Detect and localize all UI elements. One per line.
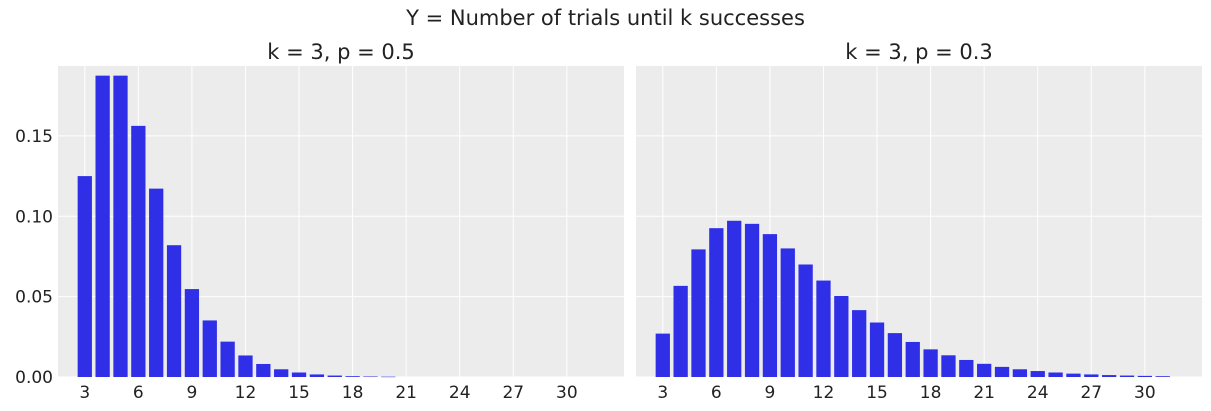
bar [941,355,956,377]
x-tick-label: 24 [449,383,471,403]
bar [1048,372,1063,377]
bar [780,248,795,377]
y-tick-label: 0.15 [15,127,53,147]
x-tick-label: 6 [133,383,144,403]
panel-title: k = 3, p = 0.3 [845,40,993,64]
y-tick-label: 0.10 [15,207,53,227]
y-tick-label: 0.05 [15,288,53,308]
x-tick-label: 12 [235,383,257,403]
x-tick-label: 27 [502,383,524,403]
bar [1137,375,1153,377]
x-tick-label: 15 [288,383,310,403]
x-tick-label: 6 [711,383,722,403]
bar [798,264,813,377]
bar [202,320,217,377]
y-tick-label: 0.00 [15,368,53,388]
bar [238,355,253,377]
bar [327,375,342,377]
bar [923,349,938,377]
figure-title: Y = Number of trials until k successes [406,6,805,30]
panel-2: 3 6 9 12 15 18 21 24 27 30 k = 3, p = 0.3 [636,40,1202,403]
bar [1012,369,1028,377]
bar [977,363,992,377]
bar [1066,373,1081,377]
bar [274,369,289,377]
bar [744,223,760,377]
bar [220,341,235,377]
bar [762,234,778,377]
bar [113,75,128,378]
bar [256,363,271,377]
bar [673,285,688,377]
bar [869,322,885,377]
x-tick-label: 12 [813,383,835,403]
bar [77,176,92,377]
x-tick-label: 15 [866,383,888,403]
bar [131,125,146,377]
bar [95,75,110,378]
x-tick-label: 3 [79,383,90,403]
x-tick-label: 21 [973,383,995,403]
x-tick-label: 9 [764,383,775,403]
bar [345,376,360,377]
bar [184,289,200,377]
bar [905,341,920,377]
bar [1084,374,1099,377]
bar [309,374,325,377]
panel-title: k = 3, p = 0.5 [267,40,415,64]
x-tick-label: 27 [1080,383,1102,403]
bar [1155,376,1170,377]
x-tick-label: 3 [657,383,668,403]
bar [1030,371,1045,377]
bar [816,280,831,377]
bar [1102,375,1117,377]
bar [291,372,307,377]
bar [959,359,974,377]
bar [709,228,724,377]
x-tick-label: 18 [342,383,364,403]
bar [149,188,164,377]
bar [727,220,742,377]
bar [363,376,378,378]
bar [994,366,1010,377]
bar [1119,375,1135,377]
bar [691,249,706,377]
x-tick-label: 30 [556,383,578,403]
panel-1: 3 6 9 12 15 18 21 24 27 30 0.00 0.05 0.10 0.15 k = 3, … [15,40,624,403]
bar [887,333,903,377]
x-tick-label: 30 [1134,383,1156,403]
bar [381,376,396,378]
x-tick-label: 24 [1027,383,1049,403]
x-tick-label: 9 [186,383,197,403]
bar [834,295,849,377]
bar [852,310,867,377]
x-tick-label: 21 [395,383,417,403]
bar [655,333,670,377]
x-tick-label: 18 [920,383,942,403]
bar [166,245,182,377]
